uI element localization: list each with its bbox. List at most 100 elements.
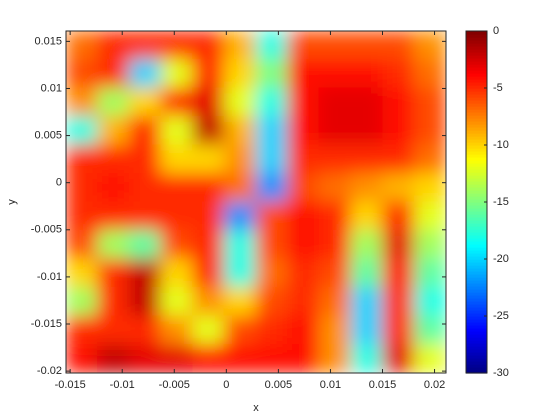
colorbar-strip <box>466 325 487 329</box>
colorbar-strip <box>466 187 487 191</box>
colorbar-strip <box>466 202 487 206</box>
colorbar-strip <box>466 49 487 53</box>
colorbar-strip <box>466 58 487 62</box>
colorbar-strip <box>466 352 487 356</box>
heatmap-cell <box>413 59 446 89</box>
heatmap-cell <box>128 173 162 203</box>
heatmap-cell <box>66 230 99 260</box>
heatmap-cell <box>350 258 384 288</box>
heatmap-cell <box>97 315 130 345</box>
heatmap-cell <box>382 173 415 203</box>
heatmap-cell <box>413 31 446 60</box>
heatmap-cell <box>128 201 162 231</box>
heatmap-cell <box>223 201 257 231</box>
heatmap-cell <box>192 201 225 231</box>
heatmap-cell <box>160 315 194 345</box>
colorbar-strip <box>466 229 487 233</box>
colorbar-strip <box>466 61 487 65</box>
heatmap-cell <box>413 258 446 288</box>
colorbar-strip <box>466 232 487 236</box>
heatmap-cell <box>223 258 257 288</box>
heatmap-cell <box>287 201 320 231</box>
y-tick-label: 0.01 <box>41 82 62 94</box>
heatmap-cell <box>413 287 446 317</box>
colorbar-tick-label: -20 <box>493 253 509 265</box>
heatmap-cell <box>255 230 289 260</box>
heatmap-cell <box>255 173 289 203</box>
heatmap-cell <box>97 59 130 89</box>
heatmap-cell <box>223 173 257 203</box>
heatmap-cell <box>128 287 162 317</box>
y-tick-label: -0.015 <box>31 318 62 330</box>
heatmap-cell <box>128 230 162 260</box>
heatmap-cell <box>128 87 162 117</box>
colorbar-strip <box>466 289 487 293</box>
colorbar-strip <box>466 178 487 182</box>
colorbar-strip <box>466 151 487 155</box>
heatmap-cell <box>255 201 289 231</box>
heatmap-cell <box>223 315 257 345</box>
heatmap-cell <box>160 31 194 60</box>
colorbar-strip <box>466 298 487 302</box>
heatmap-cell <box>66 287 99 317</box>
heatmap-cell <box>350 315 384 345</box>
heatmap-cell <box>382 59 415 89</box>
colorbar-strip <box>466 322 487 326</box>
heatmap-cell <box>66 201 99 231</box>
heatmap-cell <box>413 116 446 146</box>
colorbar-strip <box>466 46 487 50</box>
heatmap-cell <box>382 315 415 345</box>
heatmap-cell <box>192 287 225 317</box>
x-tick-label: -0.01 <box>110 379 135 391</box>
colorbar-strip <box>466 127 487 131</box>
colorbar-strip <box>466 172 487 176</box>
x-tick-label: 0.01 <box>320 379 341 391</box>
colorbar-strip <box>466 340 487 344</box>
colorbar-strip <box>466 313 487 317</box>
heatmap-cell <box>97 230 130 260</box>
colorbar-strip <box>466 319 487 323</box>
colorbar-strip <box>466 43 487 47</box>
heatmap-cell <box>160 201 194 231</box>
colorbar-tick-label: -25 <box>493 310 509 322</box>
colorbar-strip <box>466 238 487 242</box>
heatmap-cell <box>350 173 384 203</box>
heatmap-cell <box>318 31 352 60</box>
heatmap-cell <box>318 258 352 288</box>
heatmap-cell <box>66 116 99 146</box>
colorbar-strip <box>466 169 487 173</box>
colorbar-strip <box>466 208 487 212</box>
colorbar-strip <box>466 367 487 371</box>
heatmap-cell <box>223 116 257 146</box>
colorbar-strip <box>466 256 487 260</box>
colorbar-strip <box>466 268 487 272</box>
colorbar-strip <box>466 100 487 104</box>
heatmap-cell <box>255 31 289 60</box>
heatmap-cell <box>192 87 225 117</box>
colorbar-strip <box>466 328 487 332</box>
heatmap-cell <box>97 201 130 231</box>
colorbar-strip <box>466 64 487 68</box>
heatmap-cell <box>382 144 415 174</box>
heatmap-cell <box>287 230 320 260</box>
heatmap-cell <box>160 287 194 317</box>
heatmap-cell <box>97 258 130 288</box>
heatmap-cell <box>128 116 162 146</box>
heatmap-cell <box>66 144 99 174</box>
heatmap-cell <box>223 344 257 373</box>
heatmap-cell <box>413 230 446 260</box>
heatmap-cell <box>66 258 99 288</box>
colorbar-strip <box>466 259 487 263</box>
heatmap-cell <box>350 59 384 89</box>
colorbar-strip <box>466 331 487 335</box>
colorbar-strip <box>466 217 487 221</box>
heatmap-cell <box>223 87 257 117</box>
colorbar-strip <box>466 358 487 362</box>
colorbar-strip <box>466 235 487 239</box>
heatmap-cell <box>128 59 162 89</box>
heatmap-cell <box>318 230 352 260</box>
x-tick-label: 0.005 <box>265 379 293 391</box>
heatmap-cell <box>255 344 289 373</box>
colorbar-strip <box>466 34 487 38</box>
heatmap-cell <box>192 173 225 203</box>
